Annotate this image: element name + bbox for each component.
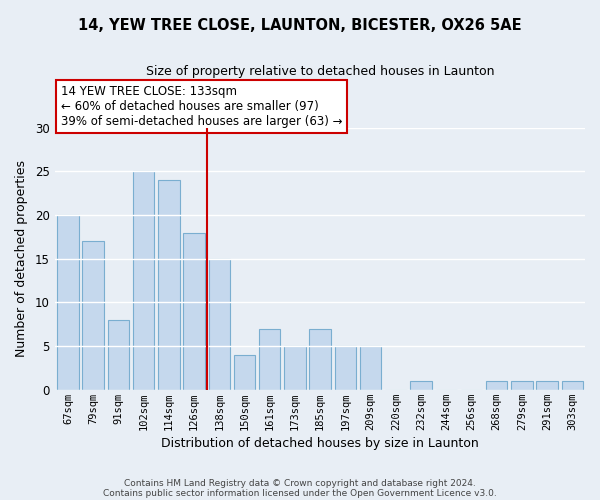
Bar xyxy=(335,346,356,390)
Bar xyxy=(234,355,255,390)
Bar xyxy=(486,381,508,390)
Bar xyxy=(57,215,79,390)
Text: Contains public sector information licensed under the Open Government Licence v3: Contains public sector information licen… xyxy=(103,488,497,498)
Bar xyxy=(82,242,104,390)
Y-axis label: Number of detached properties: Number of detached properties xyxy=(15,160,28,358)
Bar xyxy=(133,172,154,390)
X-axis label: Distribution of detached houses by size in Launton: Distribution of detached houses by size … xyxy=(161,437,479,450)
Text: Contains HM Land Registry data © Crown copyright and database right 2024.: Contains HM Land Registry data © Crown c… xyxy=(124,478,476,488)
Bar xyxy=(562,381,583,390)
Bar xyxy=(209,259,230,390)
Title: Size of property relative to detached houses in Launton: Size of property relative to detached ho… xyxy=(146,65,494,78)
Text: 14, YEW TREE CLOSE, LAUNTON, BICESTER, OX26 5AE: 14, YEW TREE CLOSE, LAUNTON, BICESTER, O… xyxy=(78,18,522,32)
Text: 14 YEW TREE CLOSE: 133sqm
← 60% of detached houses are smaller (97)
39% of semi-: 14 YEW TREE CLOSE: 133sqm ← 60% of detac… xyxy=(61,85,342,128)
Bar xyxy=(310,328,331,390)
Bar xyxy=(511,381,533,390)
Bar xyxy=(184,232,205,390)
Bar xyxy=(108,320,129,390)
Bar xyxy=(536,381,558,390)
Bar xyxy=(158,180,179,390)
Bar xyxy=(284,346,305,390)
Bar xyxy=(259,328,280,390)
Bar xyxy=(360,346,382,390)
Bar xyxy=(410,381,432,390)
